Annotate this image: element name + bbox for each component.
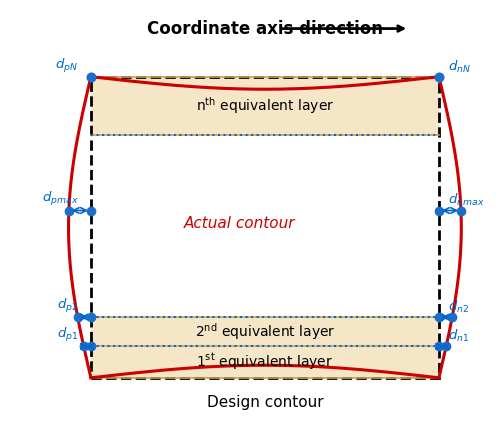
Text: $d_{nN}$: $d_{nN}$ xyxy=(448,59,471,75)
Text: Coordinate axis direction: Coordinate axis direction xyxy=(147,19,383,37)
Text: 2$^{\rm nd}$ equivalent layer: 2$^{\rm nd}$ equivalent layer xyxy=(194,321,336,342)
Text: $d_{pN}$: $d_{pN}$ xyxy=(56,56,78,75)
Text: $d_{p1}$: $d_{p1}$ xyxy=(57,326,78,344)
Text: $d_{pmax}$: $d_{pmax}$ xyxy=(42,190,78,208)
FancyBboxPatch shape xyxy=(91,317,439,346)
Text: $d_{n2}$: $d_{n2}$ xyxy=(448,299,469,315)
Text: 1$^{\rm st}$ equivalent layer: 1$^{\rm st}$ equivalent layer xyxy=(196,352,334,373)
Text: $d_{p2}$: $d_{p2}$ xyxy=(58,297,78,315)
FancyBboxPatch shape xyxy=(91,77,439,135)
FancyBboxPatch shape xyxy=(91,346,439,378)
Text: n$^{\rm th}$ equivalent layer: n$^{\rm th}$ equivalent layer xyxy=(196,96,334,116)
Text: $d_{nmax}$: $d_{nmax}$ xyxy=(448,192,484,208)
Text: $d_{n1}$: $d_{n1}$ xyxy=(448,328,469,344)
Text: Actual contour: Actual contour xyxy=(184,216,296,231)
Text: Design contour: Design contour xyxy=(206,395,323,410)
